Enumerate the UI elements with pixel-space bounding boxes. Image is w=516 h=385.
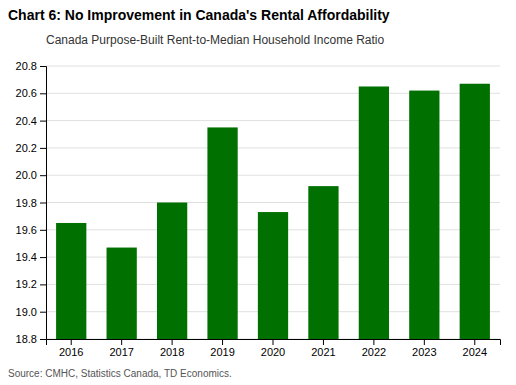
- grid: [46, 66, 500, 339]
- bar: [107, 248, 137, 339]
- bar: [359, 86, 389, 339]
- y-tick: 20.2: [16, 142, 46, 154]
- x-tick: 2019: [210, 339, 234, 358]
- y-tick-label: 20.4: [16, 115, 37, 127]
- y-tick-mark: [40, 284, 46, 285]
- y-tick-label: 20.2: [16, 142, 37, 154]
- x-tick: 2024: [463, 339, 487, 358]
- bar: [258, 212, 288, 339]
- title: Chart 6: No Improvement in Canada's Rent…: [8, 7, 390, 23]
- x-tick-label: 2018: [160, 346, 184, 358]
- y-tick-mark: [40, 66, 46, 67]
- y-axis: 18.8 19.0 19.2 19.4 19.6 19.8 20.0 20.2 20.4 20.6…: [16, 60, 47, 345]
- bar: [207, 127, 237, 339]
- x-tick-label: 2023: [412, 346, 436, 358]
- x-tick-label: 2024: [463, 346, 487, 358]
- y-tick-mark: [40, 93, 46, 94]
- y-tick-label: 18.8: [16, 333, 37, 345]
- source: Source: CMHC, Statistics Canada, TD Econ…: [8, 368, 232, 379]
- x-tick-label: 2016: [59, 346, 83, 358]
- y-tick-mark: [40, 312, 46, 313]
- x-tick: 2016: [59, 339, 83, 358]
- y-tick-label: 19.2: [16, 278, 37, 290]
- x-tick: 2022: [362, 339, 386, 358]
- bar: [409, 91, 439, 339]
- x-tick-mark: [172, 339, 173, 345]
- x-tick-label: 2017: [109, 346, 133, 358]
- y-tick: 20.0: [16, 169, 46, 181]
- y-tick-mark: [40, 148, 46, 149]
- y-tick-mark: [40, 339, 46, 340]
- y-axis-line: [40, 67, 47, 340]
- x-tick-label: 2020: [261, 346, 285, 358]
- y-tick-mark: [40, 257, 46, 258]
- y-tick: 20.6: [16, 87, 46, 99]
- x-axis: 2016 2017 2018 2019 2020 2021 2022 2023 2024: [47, 339, 501, 358]
- x-tick: 2023: [412, 339, 436, 358]
- y-tick-label: 19.6: [16, 224, 37, 236]
- y-tick-mark: [40, 175, 46, 176]
- bar: [56, 223, 86, 339]
- x-tick: 2018: [160, 339, 184, 358]
- y-tick: 20.4: [16, 115, 46, 127]
- x-tick: 2017: [109, 339, 133, 358]
- y-tick-label: 20.6: [16, 87, 37, 99]
- bar: [157, 203, 187, 340]
- bar: [460, 84, 490, 339]
- x-axis-line: [47, 340, 501, 346]
- grid-line: [46, 66, 500, 67]
- x-tick-mark: [71, 339, 72, 345]
- y-tick-label: 20.8: [16, 60, 37, 72]
- x-tick-mark: [273, 339, 274, 345]
- bars: [56, 84, 490, 339]
- x-tick-label: 2022: [362, 346, 386, 358]
- x-tick-mark: [121, 339, 122, 345]
- y-tick-label: 19.4: [16, 251, 37, 263]
- y-tick: 18.8: [16, 333, 46, 345]
- y-tick-mark: [40, 203, 46, 204]
- x-tick: 2020: [261, 339, 285, 358]
- bar: [308, 186, 338, 339]
- y-tick: 19.6: [16, 224, 46, 236]
- y-tick: 19.4: [16, 251, 46, 263]
- subtitle: Canada Purpose-Built Rent-to-Median Hous…: [46, 33, 385, 47]
- y-tick-label: 19.8: [16, 197, 37, 209]
- y-tick-label: 19.0: [16, 306, 37, 318]
- y-tick-mark: [40, 121, 46, 122]
- plot: 18.8 19.0 19.2 19.4 19.6 19.8 20.0 20.2 20.4 20.6…: [16, 60, 501, 358]
- x-tick-label: 2019: [210, 346, 234, 358]
- x-tick: 2021: [311, 339, 335, 358]
- x-tick-mark: [373, 339, 374, 345]
- x-tick-mark: [424, 339, 425, 345]
- x-tick-mark: [323, 339, 324, 345]
- y-tick: 20.8: [16, 60, 46, 72]
- x-tick-mark: [474, 339, 475, 345]
- y-tick: 19.8: [16, 197, 46, 209]
- y-tick: 19.2: [16, 278, 46, 290]
- x-tick-label: 2021: [311, 346, 335, 358]
- x-tick-mark: [222, 339, 223, 345]
- y-tick: 19.0: [16, 306, 46, 318]
- chart: Chart 6: No Improvement in Canada's Rent…: [0, 0, 516, 385]
- y-tick-label: 20.0: [16, 169, 37, 181]
- y-tick-mark: [40, 230, 46, 231]
